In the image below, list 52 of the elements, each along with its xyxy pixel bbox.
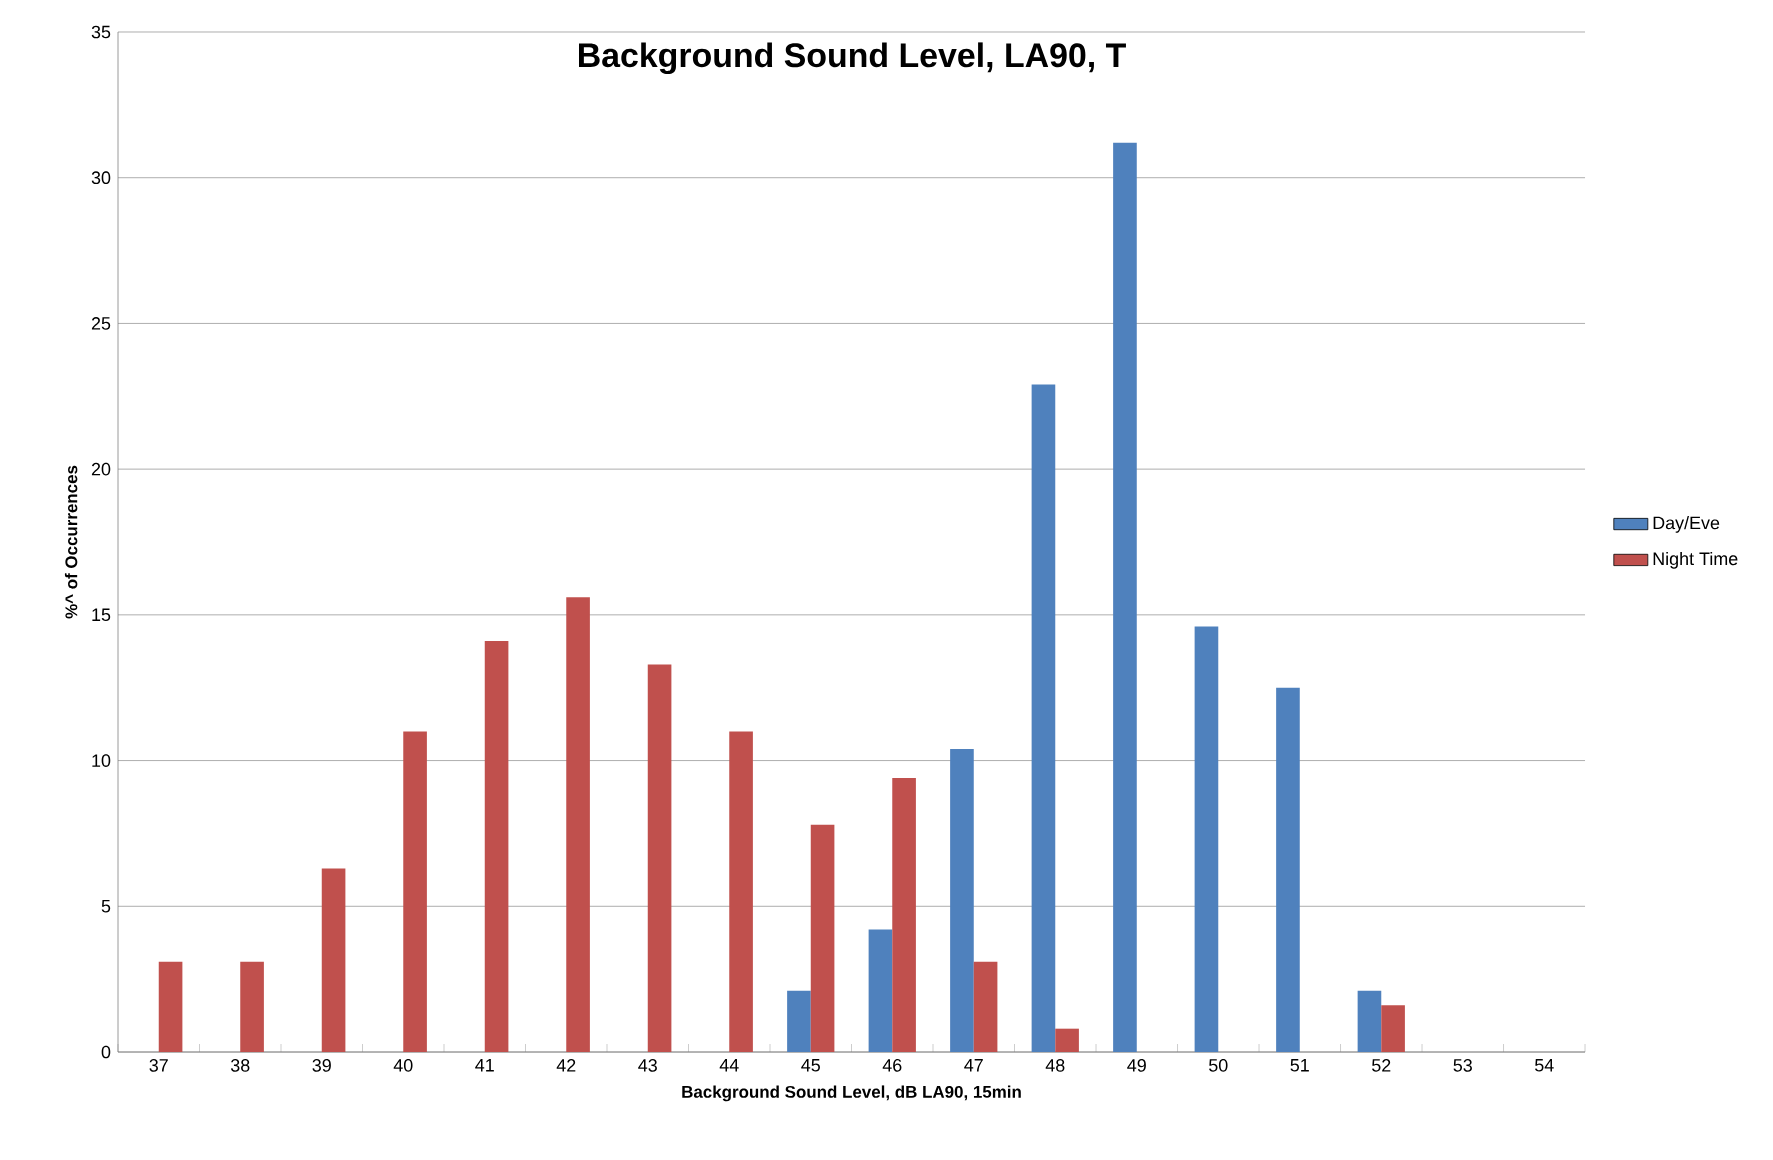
y-tick-label: 20 xyxy=(91,462,111,476)
x-tick-label: 50 xyxy=(1209,1059,1228,1072)
bar xyxy=(1357,990,1382,1052)
x-tick-label: 48 xyxy=(1045,1059,1065,1072)
x-tick-label: 49 xyxy=(1127,1059,1146,1072)
bar xyxy=(810,824,835,1052)
y-tick-label: 10 xyxy=(92,754,111,767)
bar xyxy=(321,868,346,1052)
x-tick-label: 37 xyxy=(149,1059,168,1072)
bar xyxy=(1381,1005,1405,1052)
y-tick-label: 5 xyxy=(101,900,111,913)
x-tick-label: 43 xyxy=(638,1059,657,1072)
bar xyxy=(158,961,183,1052)
bar xyxy=(973,961,998,1052)
x-tick-label: 47 xyxy=(964,1059,983,1072)
x-tick-label: 42 xyxy=(556,1059,576,1072)
bar xyxy=(729,731,753,1052)
bar xyxy=(566,597,590,1052)
chart-title: Background Sound Level, LA90, T xyxy=(579,42,1126,75)
x-tick-label: 40 xyxy=(393,1059,413,1072)
bar xyxy=(484,641,509,1052)
bar xyxy=(240,961,264,1052)
y-tick-label: 25 xyxy=(91,317,111,330)
x-tick-label: 52 xyxy=(1372,1059,1391,1072)
y-axis-title: %^ of Occurrences xyxy=(64,465,78,619)
x-tick-label: 54 xyxy=(1535,1059,1554,1072)
y-tick-label: 15 xyxy=(92,608,111,622)
legend-label: Night Time xyxy=(1653,551,1738,569)
x-tick-label: 46 xyxy=(882,1059,902,1072)
y-tick-label: 35 xyxy=(91,25,111,39)
bar xyxy=(892,778,916,1052)
bar xyxy=(1031,384,1056,1052)
x-tick-label: 38 xyxy=(230,1059,250,1072)
bar xyxy=(403,731,427,1052)
bar xyxy=(1194,626,1219,1052)
bar xyxy=(868,929,893,1052)
x-tick-label: 45 xyxy=(801,1059,820,1072)
x-tick-label: 39 xyxy=(312,1059,331,1072)
bar xyxy=(647,664,672,1052)
legend-label: Day/Eve xyxy=(1653,516,1720,533)
bar xyxy=(950,748,974,1052)
y-tick-label: 0 xyxy=(101,1045,111,1059)
x-tick-label: 51 xyxy=(1290,1059,1309,1072)
y-tick-label: 30 xyxy=(91,171,111,185)
x-tick-label: 41 xyxy=(475,1059,494,1072)
x-axis-title: Background Sound Level, dB LA90, 15min xyxy=(682,1085,1021,1102)
bar xyxy=(1055,1028,1079,1052)
x-tick-label: 53 xyxy=(1453,1059,1472,1072)
bar xyxy=(1276,687,1300,1052)
bar xyxy=(787,990,811,1052)
bar xyxy=(1113,142,1137,1052)
x-tick-label: 44 xyxy=(719,1059,739,1072)
